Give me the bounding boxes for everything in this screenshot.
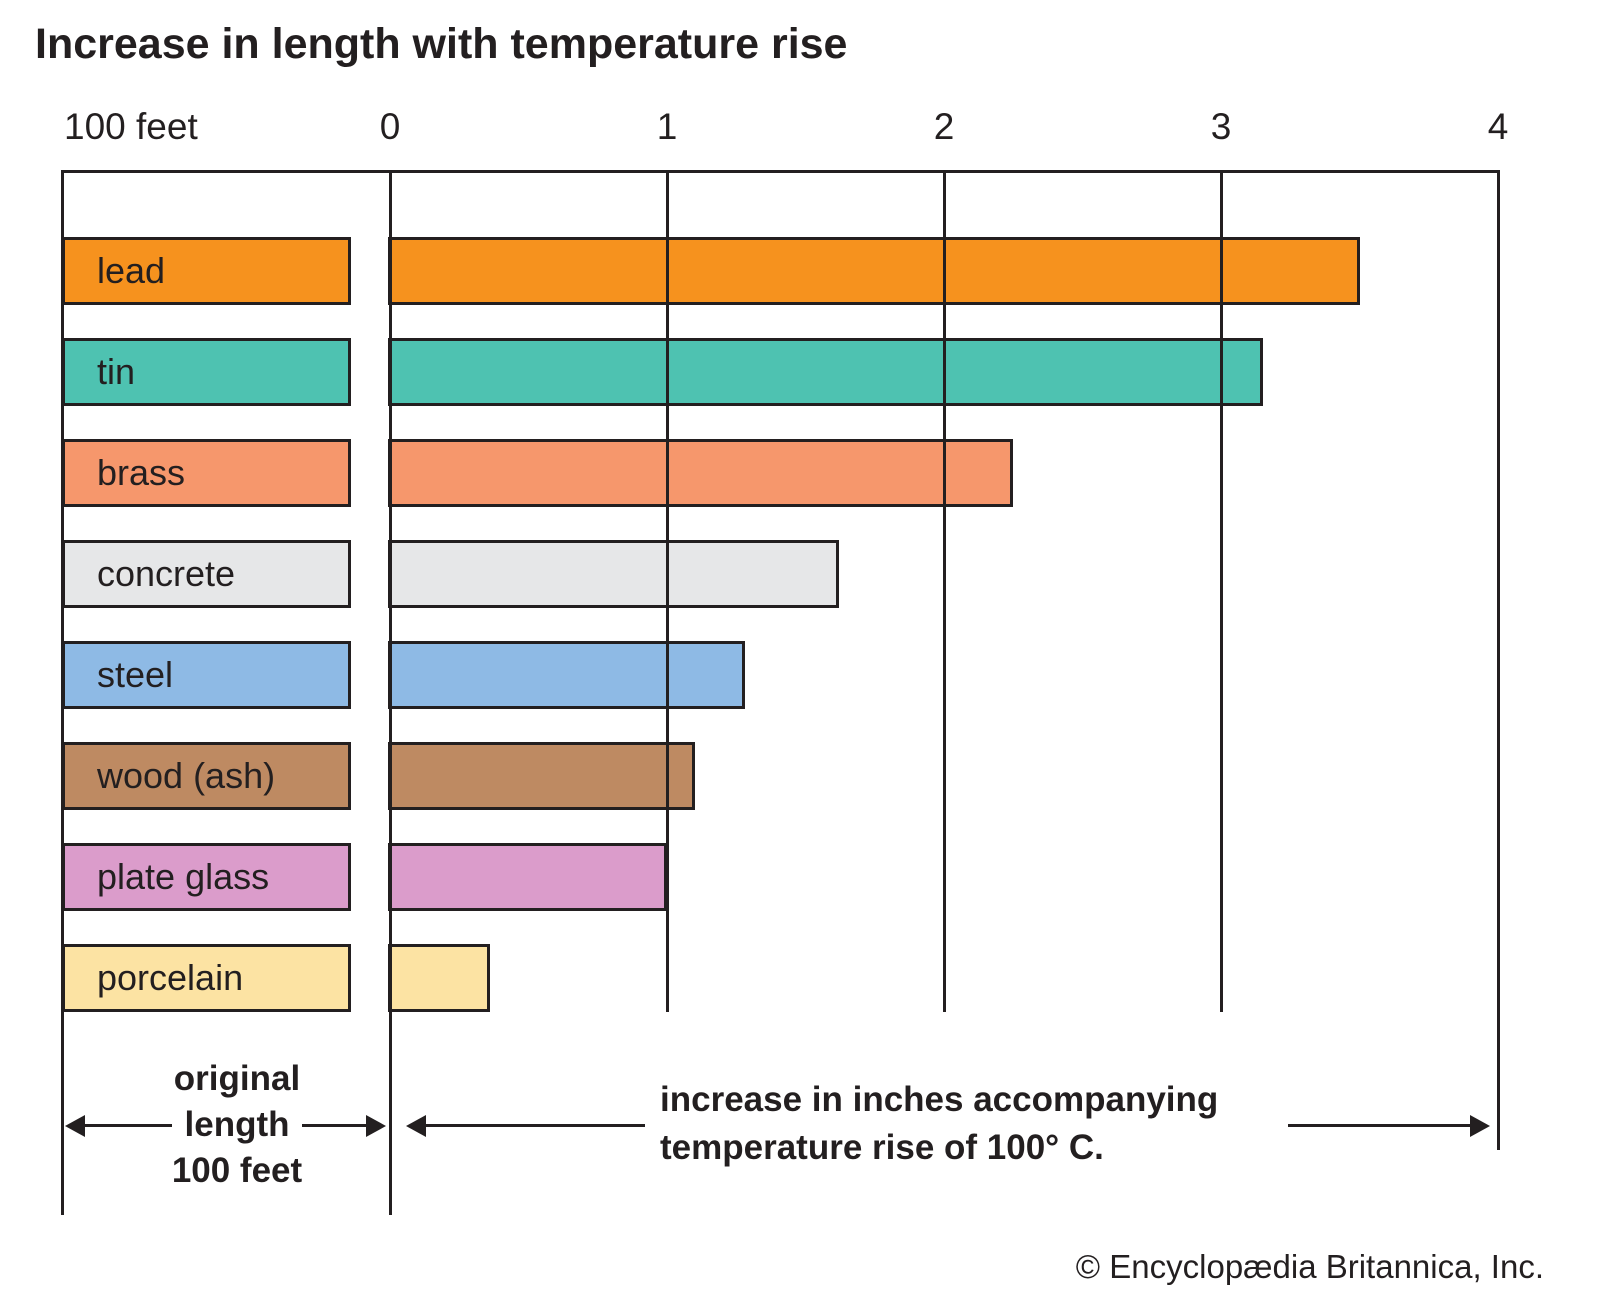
tick-label-4: 4 — [1487, 106, 1509, 147]
right-annotation-arrow-left-line — [421, 1124, 645, 1127]
bar-porcelain — [388, 944, 490, 1012]
left-annotation-arrowhead-left-icon — [65, 1115, 85, 1137]
left-axis-unit-label: 100 feet — [64, 106, 198, 147]
left-annotation-arrow-left-line — [80, 1124, 172, 1127]
category-label-porcelain: porcelain — [62, 944, 351, 1012]
right-annotation-arrowhead-left-icon — [406, 1115, 426, 1137]
right-annotation: increase in inches accompanying temperat… — [660, 1076, 1218, 1172]
category-label-tin: tin — [62, 338, 351, 406]
category-label-wood-ash: wood (ash) — [62, 742, 351, 810]
top-border-line — [61, 170, 1499, 173]
gridline-0 — [389, 170, 392, 1215]
tick-label-2: 2 — [933, 106, 955, 147]
bar-concrete — [388, 540, 839, 608]
left-annotation-arrow-right-line — [302, 1124, 368, 1127]
category-label-lead: lead — [62, 237, 351, 305]
category-label-brass: brass — [62, 439, 351, 507]
bar-tin — [388, 338, 1263, 406]
bar-lead — [388, 237, 1360, 305]
gridline-2 — [943, 170, 946, 1012]
category-label-concrete: concrete — [62, 540, 351, 608]
tick-label-0: 0 — [379, 106, 401, 147]
right-annotation-line1: increase in inches accompanying — [660, 1080, 1219, 1119]
bar-brass — [388, 439, 1013, 507]
gridline-4 — [1497, 170, 1500, 1150]
left-annotation-arrowhead-right-icon — [366, 1115, 386, 1137]
right-annotation-arrow-right-line — [1288, 1124, 1472, 1127]
left-annotation-line3: 100 feet — [171, 1151, 303, 1190]
category-label-steel: steel — [62, 641, 351, 709]
copyright-notice: © Encyclopædia Britannica, Inc. — [1075, 1248, 1544, 1285]
right-annotation-arrowhead-right-icon — [1470, 1115, 1490, 1137]
tick-label-3: 3 — [1210, 106, 1232, 147]
left-annotation: original length 100 feet — [137, 1056, 337, 1194]
bar-steel — [388, 641, 745, 709]
bar-plate-glass — [388, 843, 667, 911]
left-annotation-line1: original — [173, 1059, 301, 1098]
left-annotation-line2: length — [184, 1105, 290, 1144]
chart-title: Increase in length with temperature rise — [35, 20, 848, 68]
right-annotation-line2: temperature rise of 100° C. — [660, 1128, 1104, 1167]
tick-label-1: 1 — [656, 106, 678, 147]
gridline-1 — [666, 170, 669, 1012]
gridline-3 — [1220, 170, 1223, 1012]
left-border-line — [61, 170, 64, 1215]
bar-wood-ash — [388, 742, 695, 810]
category-label-plate-glass: plate glass — [62, 843, 351, 911]
